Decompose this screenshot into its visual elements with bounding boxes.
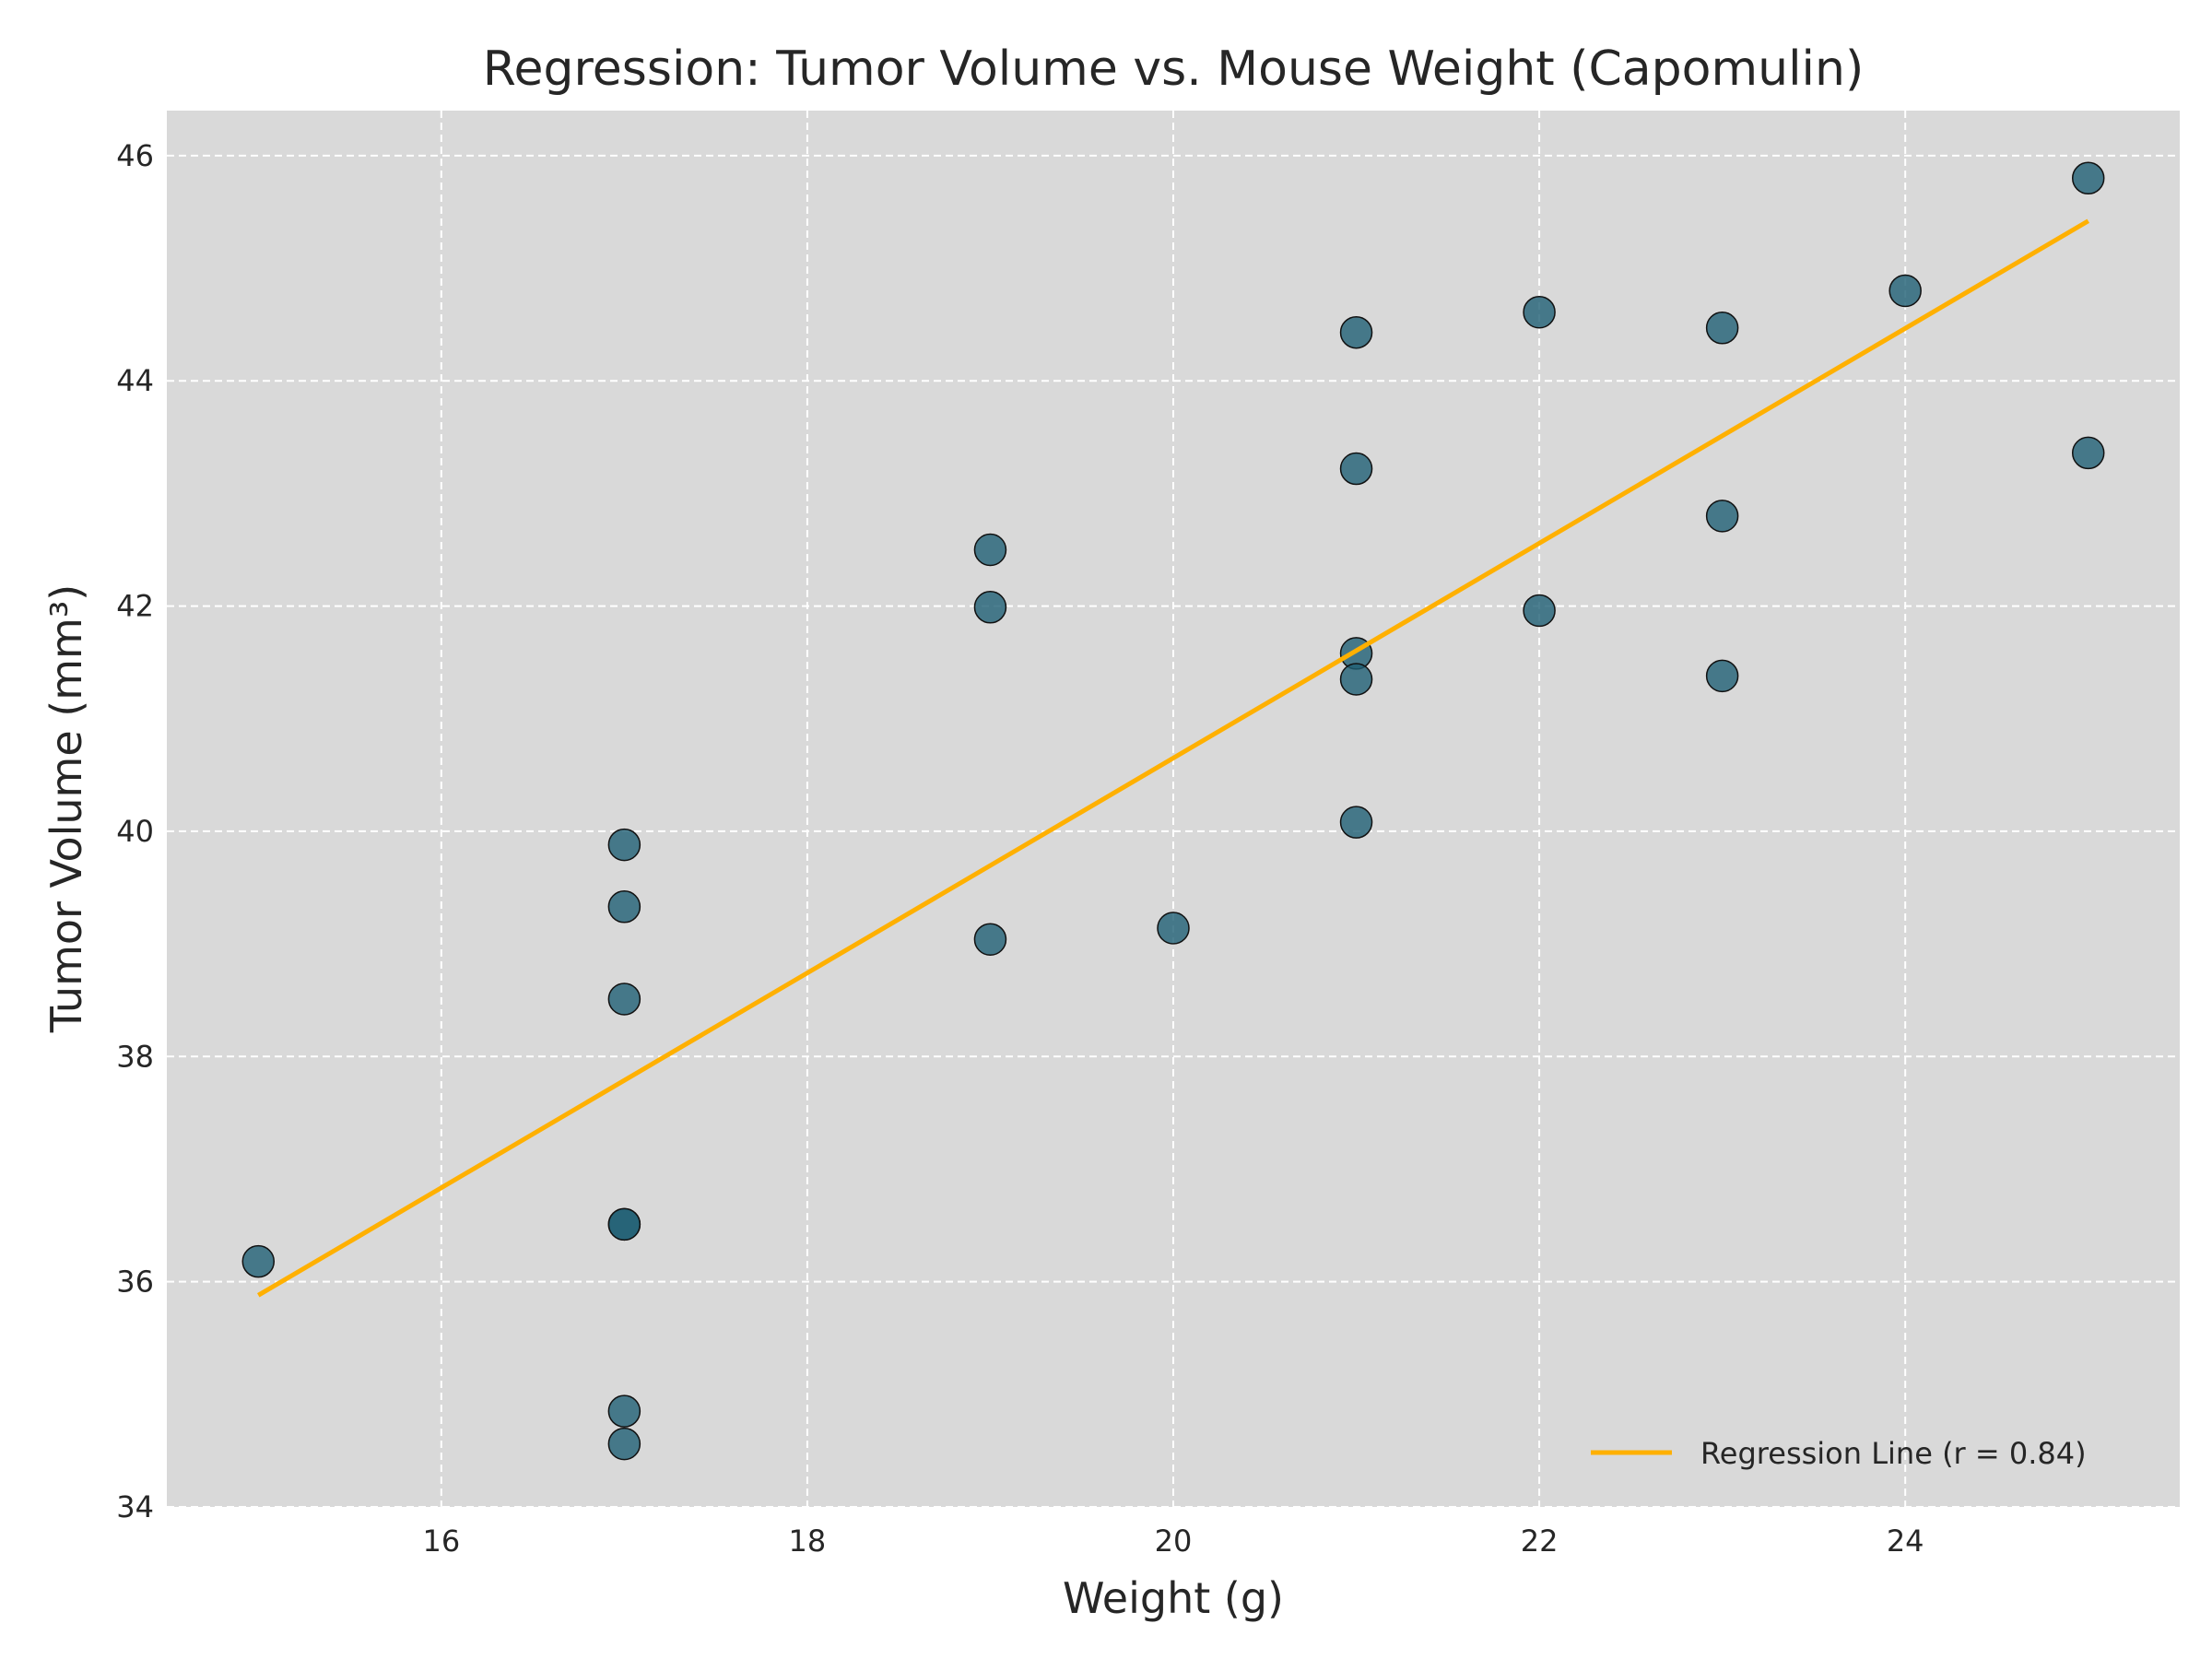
y-axis-label: Tumor Volume (mm³): [41, 584, 91, 1033]
data-point: [2071, 161, 2105, 195]
x-tick-label: 22: [1521, 1524, 1559, 1559]
data-point: [973, 533, 1007, 567]
data-point: [607, 1207, 641, 1241]
x-ticks: 16 18 20 22 24: [422, 1524, 1924, 1559]
data-point: [241, 1244, 276, 1278]
y-tick-label: 46: [116, 138, 154, 173]
y-ticks: 34 36 38 40 42 44 46: [116, 138, 154, 1524]
data-point: [607, 890, 641, 924]
data-point: [607, 1394, 641, 1428]
y-tick-label: 36: [116, 1265, 154, 1300]
x-tick-label: 20: [1155, 1524, 1193, 1559]
data-point: [1339, 663, 1373, 696]
x-tick-label: 16: [422, 1524, 460, 1559]
x-tick-label: 18: [789, 1524, 827, 1559]
data-point: [973, 591, 1007, 624]
data-point: [607, 828, 641, 862]
regression-line: [257, 218, 2089, 1298]
data-point: [607, 982, 641, 1016]
data-point: [1339, 315, 1373, 349]
data-point: [1339, 452, 1373, 486]
data-point: [973, 923, 1007, 956]
y-tick-label: 44: [116, 363, 154, 398]
data-point: [1523, 594, 1556, 628]
data-point: [1523, 295, 1556, 329]
data-points: [241, 161, 2105, 1461]
chart-title: Regression: Tumor Volume vs. Mouse Weigh…: [483, 41, 1865, 97]
y-tick-label: 34: [116, 1489, 154, 1524]
data-point: [1157, 912, 1190, 945]
data-point: [1888, 274, 1922, 308]
legend: Regression Line (r = 0.84): [1591, 1436, 2087, 1471]
data-point: [1705, 500, 1739, 533]
data-point: [2071, 436, 2105, 470]
data-point: [1339, 806, 1373, 839]
data-point: [607, 1427, 641, 1461]
x-tick-label: 24: [1887, 1524, 1924, 1559]
data-point: [1705, 659, 1739, 693]
y-tick-label: 42: [116, 589, 154, 624]
y-tick-label: 40: [116, 814, 154, 849]
grid-lines: [167, 111, 2180, 1508]
legend-label: Regression Line (r = 0.84): [1700, 1436, 2087, 1471]
x-axis-label: Weight (g): [1063, 1573, 1284, 1623]
data-point: [1705, 312, 1739, 345]
y-tick-label: 38: [116, 1039, 154, 1074]
